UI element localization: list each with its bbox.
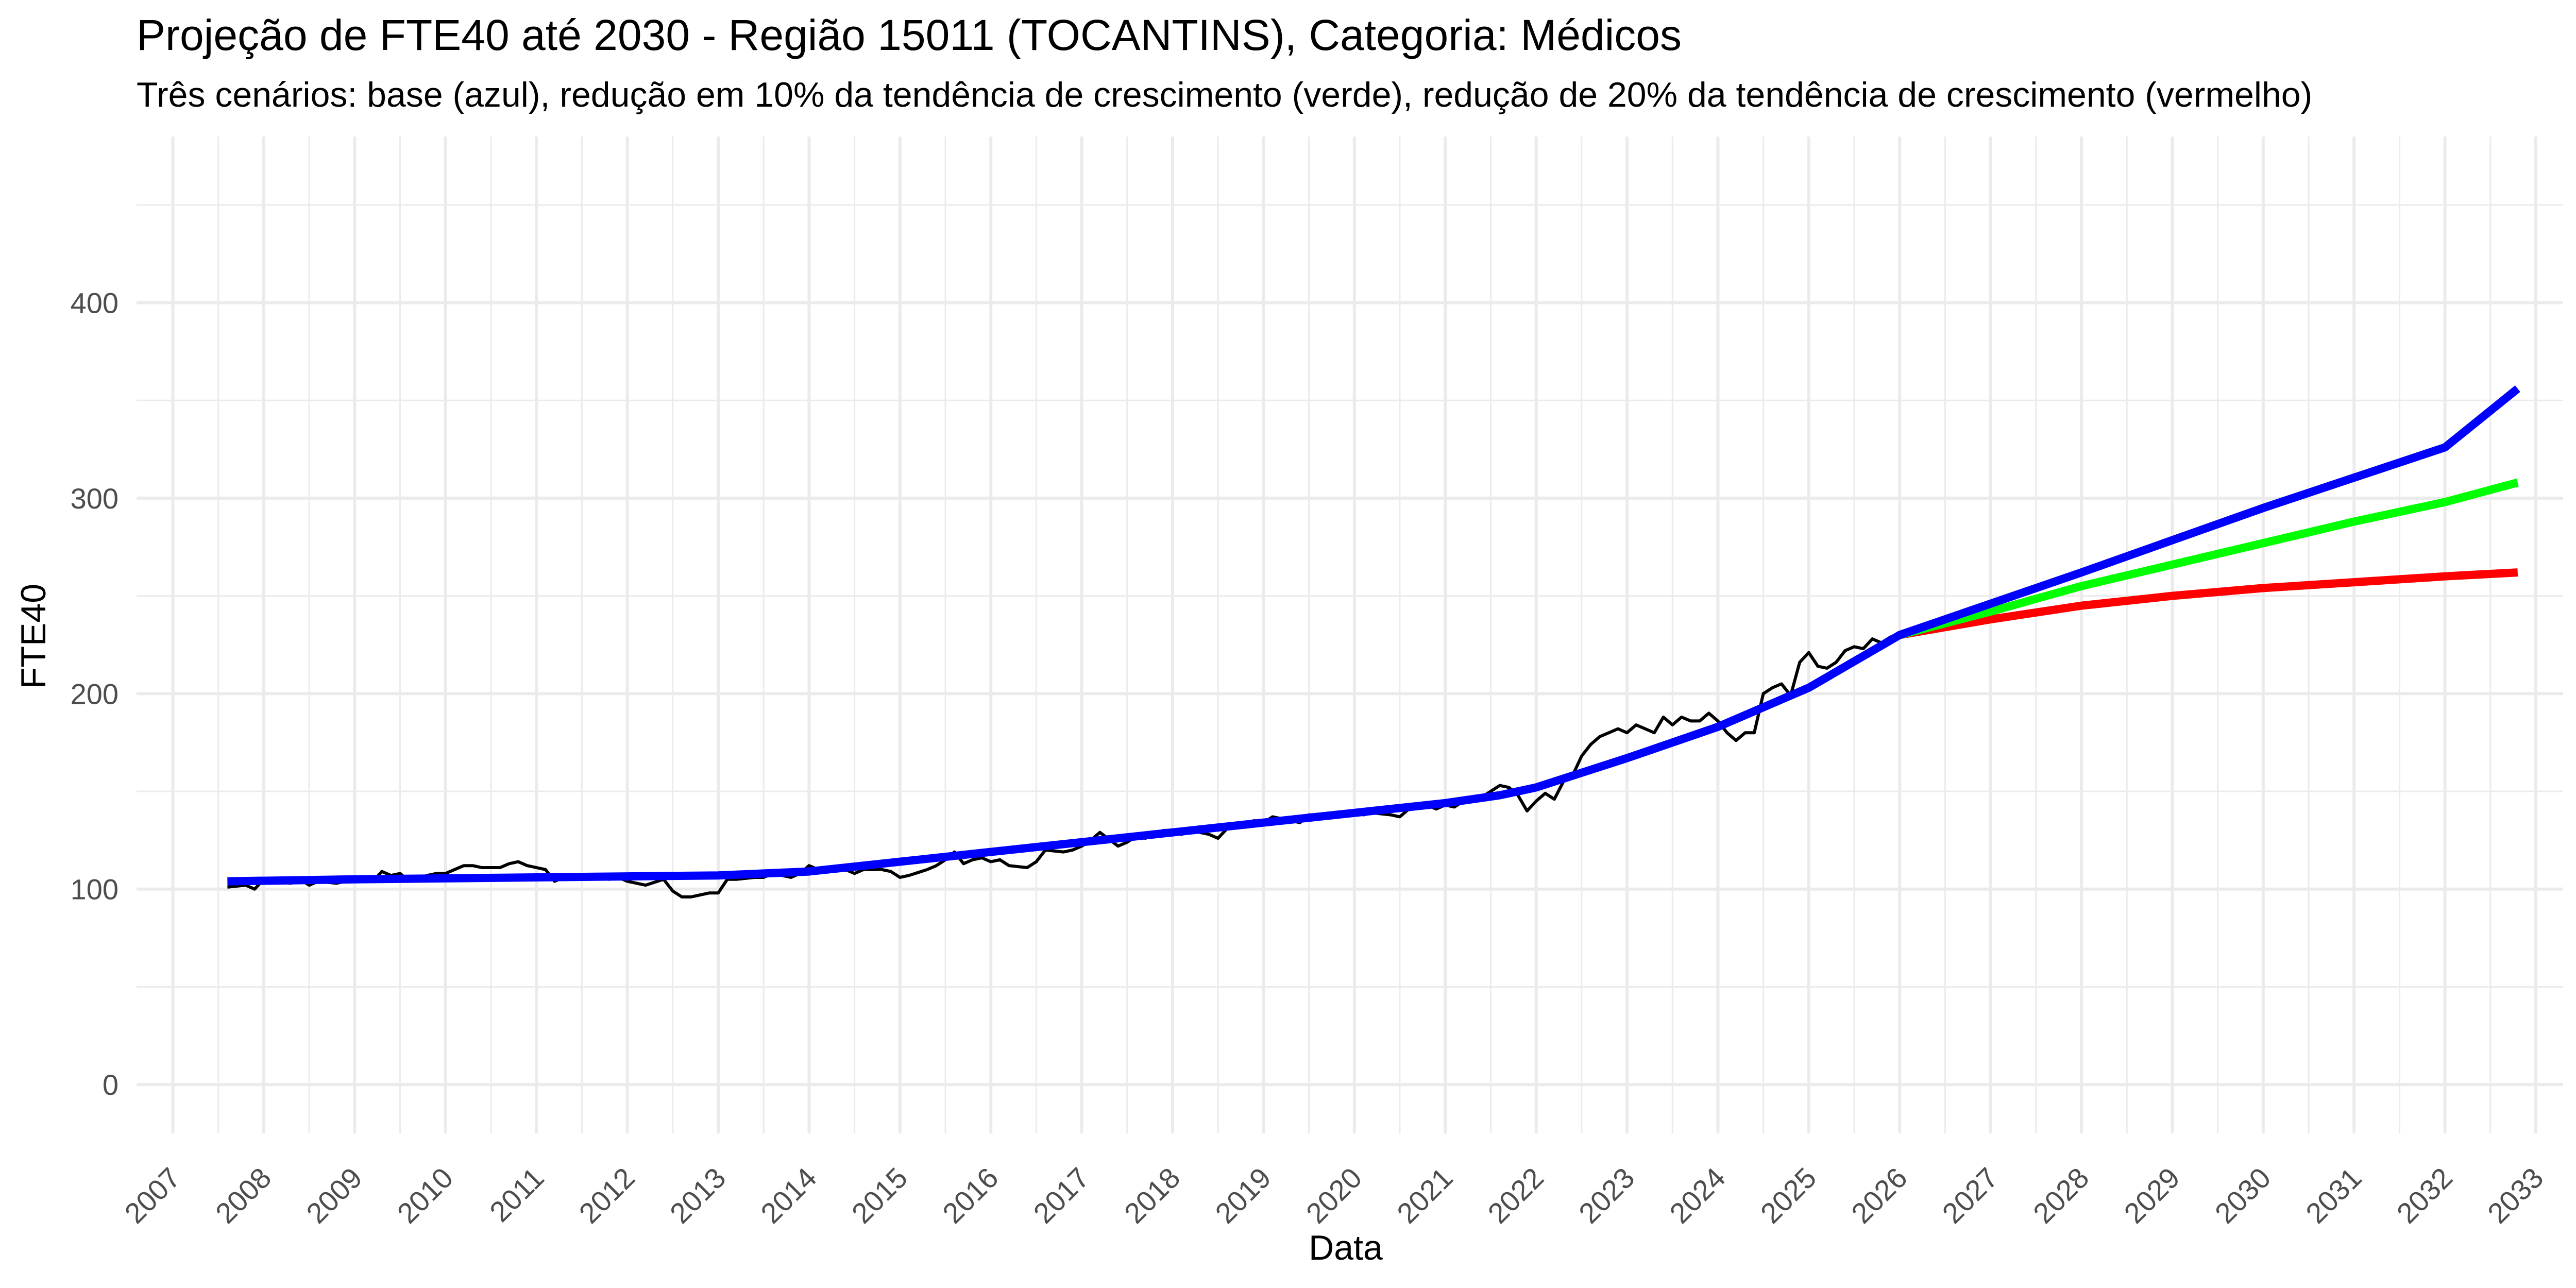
grid — [137, 137, 2563, 1133]
x-tick-label: 2023 — [1572, 1161, 1641, 1230]
x-axis-label: Data — [1309, 1228, 1383, 1267]
reduction-20-scenario-line — [1899, 568, 2518, 639]
x-tick-label: 2020 — [1300, 1161, 1368, 1230]
y-tick-label: 0 — [103, 1069, 118, 1101]
x-tick-label: 2015 — [845, 1161, 914, 1230]
x-tick-label: 2032 — [2391, 1161, 2459, 1230]
x-tick-label: 2018 — [1118, 1161, 1187, 1230]
tick-labels: 2007 2008 2009 2010 2011 2012 2013 2014 2015 2016… — [71, 287, 2550, 1230]
x-tick-label: 2016 — [936, 1161, 1005, 1230]
series-group — [227, 385, 2520, 899]
x-tick-label: 2007 — [118, 1161, 187, 1230]
chart-subtitle: Três cenários: base (azul), redução em 1… — [137, 75, 2313, 114]
x-tick-label: 2008 — [209, 1161, 278, 1230]
x-tick-label: 2024 — [1663, 1161, 1732, 1230]
x-tick-label: 2028 — [2027, 1161, 2095, 1230]
x-tick-label: 2011 — [483, 1161, 550, 1228]
x-tick-label: 2025 — [1754, 1161, 1823, 1230]
y-axis-label: FTE40 — [14, 584, 53, 689]
x-tick-label: 2013 — [664, 1161, 732, 1230]
x-tick-label: 2033 — [2481, 1161, 2550, 1230]
x-tick-label: 2022 — [1481, 1161, 1550, 1230]
x-tick-label: 2014 — [754, 1161, 823, 1230]
x-tick-label: 2029 — [2117, 1161, 2186, 1230]
x-tick-label: 2021 — [1391, 1161, 1459, 1230]
y-tick-label: 400 — [71, 287, 118, 319]
observed-series-line — [227, 633, 1900, 899]
base-scenario-line — [227, 385, 2520, 886]
y-tick-label: 200 — [71, 677, 118, 710]
y-tick-label: 300 — [71, 482, 118, 515]
x-tick-label: 2027 — [1936, 1161, 2004, 1230]
x-tick-label: 2019 — [1209, 1161, 1277, 1230]
chart-title: Projeção de FTE40 até 2030 - Região 1501… — [137, 11, 1682, 59]
x-tick-label: 2031 — [2299, 1161, 2368, 1230]
x-tick-label: 2017 — [1027, 1161, 1095, 1230]
y-tick-label: 100 — [71, 873, 118, 906]
x-tick-label: 2009 — [300, 1161, 368, 1230]
x-tick-label: 2030 — [2209, 1161, 2277, 1230]
x-tick-label: 2012 — [572, 1161, 641, 1230]
reduction-10-scenario-line — [1899, 478, 2519, 639]
x-tick-label: 2010 — [391, 1161, 460, 1230]
x-tick-label: 2026 — [1845, 1161, 1913, 1230]
